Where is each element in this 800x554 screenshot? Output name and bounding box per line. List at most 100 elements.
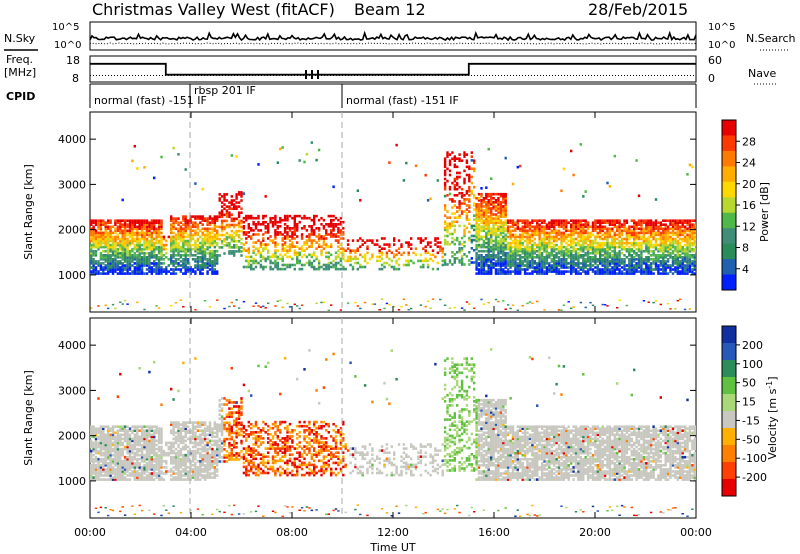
power-cell <box>599 270 602 273</box>
power-cell <box>567 270 570 273</box>
power-cell <box>570 245 573 249</box>
power-cell <box>259 229 263 232</box>
power-cell <box>572 227 575 231</box>
velocity-cell <box>97 443 100 447</box>
power-cell <box>487 260 490 263</box>
power-cell <box>645 229 648 233</box>
power-cell <box>94 241 98 245</box>
power-cell <box>274 220 277 224</box>
power-cell <box>482 229 486 233</box>
power-cell <box>528 260 532 263</box>
power-cell <box>276 243 279 246</box>
power-cell <box>594 260 597 263</box>
power-cell <box>136 167 139 170</box>
power-cell <box>494 243 498 247</box>
colorbar-swatch <box>722 212 736 229</box>
power-cell <box>463 198 466 201</box>
power-cell <box>165 270 168 273</box>
velocity-cell <box>107 464 110 467</box>
power-cell <box>633 249 636 253</box>
power-cell <box>499 227 503 231</box>
power-cell <box>565 241 568 245</box>
power-cell <box>654 245 658 249</box>
power-cell <box>490 227 493 231</box>
power-cell <box>519 266 522 269</box>
power-cell <box>608 235 612 239</box>
power-cell <box>681 262 684 265</box>
power-cell <box>220 227 224 231</box>
power-cell <box>567 239 570 243</box>
power-cell <box>485 223 488 226</box>
power-cell <box>213 239 216 243</box>
velocity-cell <box>109 468 112 471</box>
power-cell <box>123 241 127 245</box>
power-cell <box>548 241 551 245</box>
power-cell <box>623 225 626 229</box>
power-cell <box>407 251 410 255</box>
power-cell <box>189 239 192 243</box>
power-cell <box>659 235 662 239</box>
velocity-cell <box>111 435 115 439</box>
power-cell <box>480 262 483 265</box>
power-cell <box>111 241 115 245</box>
power-cell <box>174 260 178 263</box>
power-cell <box>155 237 158 241</box>
power-cell <box>482 256 486 259</box>
power-cell <box>305 216 309 220</box>
power-cell <box>502 231 505 235</box>
power-cell <box>509 243 512 247</box>
power-cell <box>119 225 122 229</box>
power-cell <box>487 243 490 247</box>
power-cell <box>611 235 614 239</box>
power-cell <box>136 254 139 257</box>
power-cell <box>271 239 275 242</box>
power-cell <box>582 264 585 267</box>
power-cell <box>453 159 456 162</box>
power-cell <box>443 171 447 175</box>
power-cell <box>642 258 646 261</box>
power-cell <box>633 245 636 249</box>
power-cell <box>128 264 132 267</box>
power-cell <box>545 260 549 263</box>
power-cell <box>623 227 626 231</box>
power-cell <box>213 215 216 218</box>
power-cell <box>482 205 486 208</box>
power-cell <box>201 231 204 235</box>
power-cell <box>296 253 299 257</box>
power-cell <box>293 249 296 252</box>
power-cell <box>276 263 279 267</box>
power-cell <box>167 270 170 273</box>
power-cell <box>642 300 646 302</box>
power-cell <box>206 217 209 220</box>
power-cell <box>662 247 665 251</box>
power-cell <box>630 264 633 267</box>
power-cell <box>179 264 183 267</box>
velocity-cell <box>107 429 110 432</box>
velocity-cell <box>111 462 115 465</box>
power-cell <box>608 231 612 235</box>
power-cell <box>557 247 561 251</box>
power-cell <box>92 251 95 255</box>
power-cell <box>114 260 117 263</box>
power-cell <box>620 239 624 243</box>
velocity-cell <box>104 478 107 481</box>
power-cell <box>300 216 304 220</box>
power-cell <box>201 262 204 265</box>
power-cell <box>157 249 161 253</box>
power-cell <box>490 264 493 267</box>
power-cell <box>468 236 471 240</box>
power-cell <box>693 256 696 259</box>
power-cell <box>279 233 282 236</box>
power-cell <box>572 268 575 271</box>
power-cell <box>126 303 129 305</box>
power-cell <box>536 225 539 229</box>
power-cell <box>528 266 532 269</box>
power-cell <box>456 181 459 185</box>
velocity-cell <box>92 453 95 457</box>
power-cell <box>116 237 120 241</box>
velocity-cell <box>97 470 100 473</box>
power-cell <box>121 231 124 235</box>
power-cell <box>555 266 558 269</box>
power-cell <box>637 219 641 222</box>
power-cell <box>599 258 602 261</box>
